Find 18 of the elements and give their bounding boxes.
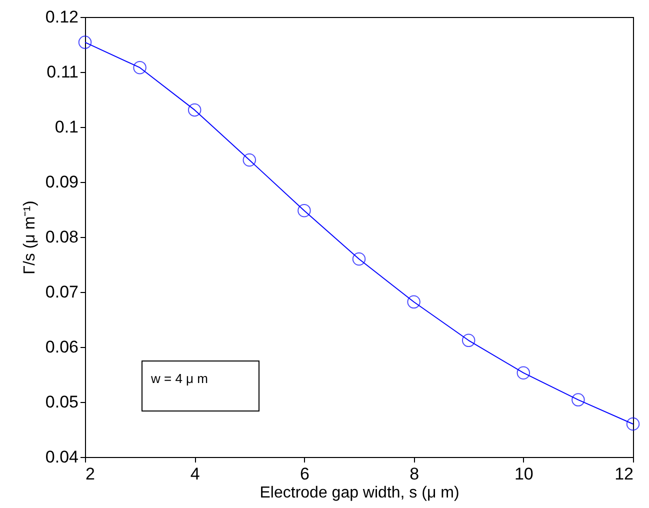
x-tick-label: 6 [300,464,310,484]
y-tick-label: 0.1 [54,118,78,136]
x-tick-label: 12 [614,464,634,484]
x-tick-label: 4 [190,464,200,484]
y-tick-label: 0.11 [46,62,78,82]
annotation: w = 4 μ m [150,371,208,386]
x-axis-title: Electrode gap width, s (μ m) [260,484,460,502]
y-tick-label: 0.08 [45,228,78,246]
y-tick-label: 0.07 [45,282,78,302]
x-tick-label: 8 [410,464,420,484]
y-axis-title: Γ/s (μ m⁻¹) [21,200,38,274]
x-tick-label: 2 [86,464,95,484]
y-tick-label: 0.09 [45,172,78,192]
y-tick-label: 0.06 [45,338,78,356]
x-tick-label: 10 [514,464,534,484]
y-tick-label: 0.12 [45,8,78,26]
y-tick-label: 0.05 [45,392,78,412]
y-tick-label: 0.04 [45,448,78,466]
